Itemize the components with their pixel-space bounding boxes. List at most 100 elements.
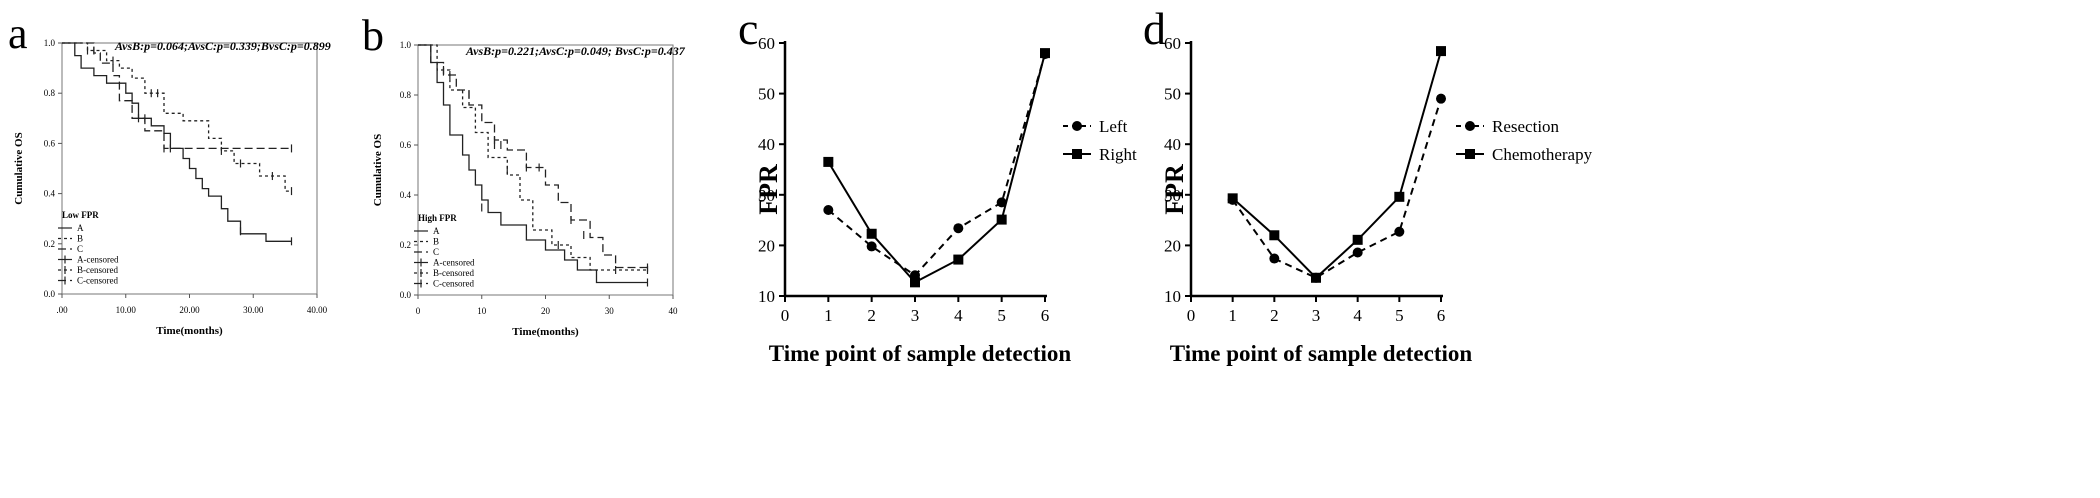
- legend-title: Low FPR: [62, 210, 99, 220]
- data-point-left: [953, 223, 964, 234]
- data-point-chemotherapy: [1436, 46, 1446, 57]
- panel-letter: b: [362, 11, 384, 60]
- y-tick-label: 60: [1164, 34, 1181, 53]
- y-tick-label: 40: [758, 135, 775, 154]
- y-axis-label: Cumulative OS: [13, 132, 25, 204]
- y-axis-label: Cumulative OS: [372, 134, 384, 206]
- x-tick-label: 10.00: [116, 305, 137, 315]
- y-tick-label: 30: [758, 186, 775, 205]
- legend-entry: C-censored: [77, 276, 118, 286]
- y-tick-label: 10: [1164, 287, 1181, 306]
- x-tick-label: 10: [477, 306, 487, 316]
- data-point-right: [823, 156, 834, 167]
- y-tick-label: 0.0: [400, 290, 412, 300]
- x-tick-label: 6: [1041, 306, 1050, 325]
- y-tick-label: 0.0: [44, 289, 56, 299]
- legend-marker: [1072, 149, 1082, 159]
- panel-letter: d: [1143, 3, 1166, 54]
- y-tick-label: 40: [1164, 135, 1181, 154]
- y-axis-label: FPR: [754, 164, 783, 215]
- legend-entry: A: [433, 226, 440, 236]
- data-point-right: [953, 254, 964, 265]
- x-tick-label: 40.00: [307, 305, 328, 315]
- data-point-right: [996, 214, 1007, 225]
- legend-entry: Resection: [1492, 117, 1560, 136]
- y-tick-label: 60: [758, 34, 775, 53]
- data-point-right: [1040, 48, 1050, 59]
- x-tick-label: 30.00: [243, 305, 264, 315]
- data-point-left: [866, 241, 877, 252]
- y-tick-label: 30: [1164, 186, 1181, 205]
- x-tick-label: 20.00: [179, 305, 200, 315]
- legend-entry: B: [433, 237, 439, 247]
- y-tick-label: 0.2: [44, 239, 55, 249]
- panel-letter: a: [8, 9, 28, 58]
- legend-entry: B-censored: [77, 265, 118, 275]
- y-tick-label: 0.6: [400, 140, 412, 150]
- y-axis-label: FPR: [1160, 164, 1189, 215]
- legend-entry: B-censored: [433, 268, 474, 278]
- data-point-resection: [1394, 226, 1405, 237]
- legend-entry: A-censored: [77, 255, 119, 265]
- x-tick-label: 2: [1270, 306, 1279, 325]
- y-tick-label: 20: [1164, 236, 1181, 255]
- y-tick-label: 1.0: [44, 38, 56, 48]
- legend-entry: A-censored: [433, 258, 475, 268]
- legend-marker: [1465, 149, 1475, 159]
- data-point-left: [823, 204, 834, 215]
- data-point-chemotherapy: [1352, 234, 1363, 245]
- x-tick-label: 5: [1395, 306, 1404, 325]
- data-point-chemotherapy: [1394, 191, 1405, 202]
- series-line-chemotherapy: [1232, 50, 1442, 280]
- data-point-right: [910, 277, 920, 288]
- y-tick-label: 0.4: [400, 190, 412, 200]
- y-tick-label: 50: [1164, 85, 1181, 104]
- chart-panel-c: c 10 20 30 40 50 60 0 1 2 3 4 5 6 Time point of sample…: [738, 3, 1137, 366]
- legend-entry: C: [433, 247, 439, 257]
- x-tick-label: 4: [954, 306, 963, 325]
- legend-entry: Right: [1099, 145, 1137, 164]
- x-tick-label: 3: [911, 306, 920, 325]
- y-tick-label: 0.4: [44, 189, 56, 199]
- y-tick-label: 0.6: [44, 138, 56, 148]
- y-tick-label: 1.0: [400, 40, 412, 50]
- legend-entry: C-censored: [433, 279, 474, 289]
- series-line-resection: [1231, 98, 1442, 279]
- x-tick-label: 40: [669, 306, 679, 316]
- series-line-left: [827, 53, 1046, 277]
- survival-curve-B: [418, 44, 648, 271]
- chart-panel-d: d 10 20 30 40 50 60 0 1 2 3 4 5 6 Time point of sample…: [1143, 3, 1593, 366]
- data-point-right: [866, 228, 877, 239]
- legend-entry: Left: [1099, 117, 1128, 136]
- survival-curve-B: [62, 42, 292, 192]
- data-point-chemotherapy: [1269, 230, 1280, 241]
- data-point-resection: [1269, 253, 1280, 264]
- panel-letter: c: [738, 3, 758, 54]
- survival-curve-C: [418, 44, 648, 269]
- legend-entry: C: [77, 244, 83, 254]
- legend-title: High FPR: [418, 213, 457, 223]
- x-tick-label: 5: [997, 306, 1006, 325]
- x-axis-label: Time point of sample detection: [1170, 341, 1473, 366]
- survival-curve-A: [62, 42, 292, 242]
- p-value-annotation: AvsB:p=0.221;AvsC:p=0.049; BvsC:p=0.437: [465, 44, 686, 58]
- data-point-chemotherapy: [1311, 272, 1321, 283]
- legend-entry: A: [77, 223, 84, 233]
- survival-curve-C: [62, 42, 292, 150]
- x-axis-label: Time point of sample detection: [769, 341, 1072, 366]
- series-line-right: [827, 52, 1046, 284]
- x-axis-label: Time(months): [156, 325, 223, 337]
- x-tick-label: 0: [1187, 306, 1196, 325]
- data-point-chemotherapy: [1227, 193, 1238, 204]
- p-value-annotation: AvsB:p=0.064;AvsC:p=0.339;BvsC:p=0.899: [114, 39, 331, 53]
- x-tick-label: 4: [1353, 306, 1362, 325]
- legend-entry: Chemotherapy: [1492, 145, 1593, 164]
- x-tick-label: 0: [781, 306, 790, 325]
- legend-marker: [1465, 121, 1475, 131]
- x-tick-label: 30: [605, 306, 615, 316]
- y-tick-label: 0.8: [400, 90, 412, 100]
- x-tick-label: 20: [541, 306, 551, 316]
- y-tick-label: 50: [758, 85, 775, 104]
- x-tick-label: 6: [1437, 306, 1446, 325]
